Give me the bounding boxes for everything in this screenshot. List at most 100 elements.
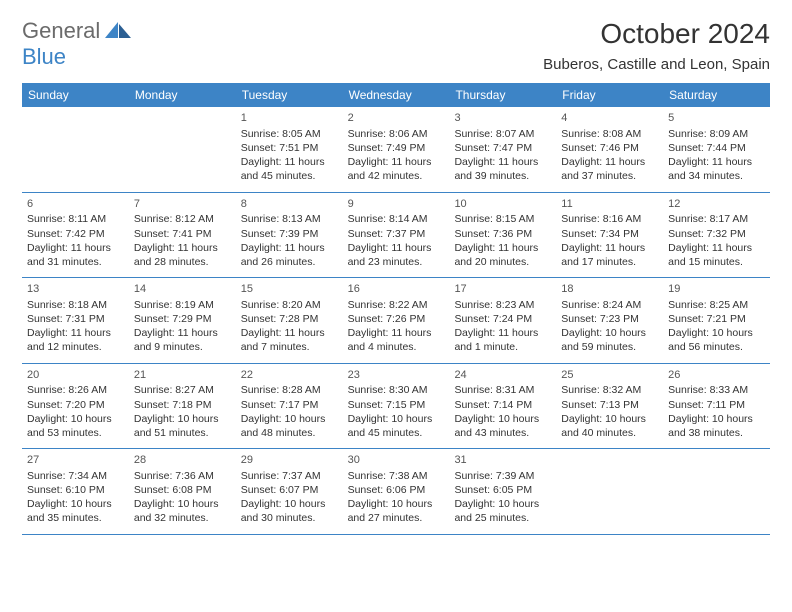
day-cell: 20Sunrise: 8:26 AMSunset: 7:20 PMDayligh… [22,364,129,449]
day-cell [556,449,663,534]
sunset-label: Sunset: 6:06 PM [348,483,445,497]
daylight-label: Daylight: 11 hours [241,241,338,255]
daylight-label: Daylight: 10 hours [454,497,551,511]
daylight-label: Daylight: 11 hours [27,241,124,255]
daylight-label: Daylight: 10 hours [561,326,658,340]
day-number: 8 [241,197,338,212]
daylight-label: Daylight: 10 hours [134,412,231,426]
day-number: 20 [27,368,124,383]
daylight-label: and 28 minutes. [134,255,231,269]
sunrise-label: Sunrise: 8:17 AM [668,212,765,226]
day-cell: 8Sunrise: 8:13 AMSunset: 7:39 PMDaylight… [236,193,343,278]
sunrise-label: Sunrise: 8:32 AM [561,383,658,397]
daylight-label: and 1 minute. [454,340,551,354]
day-number: 10 [454,197,551,212]
day-cell: 17Sunrise: 8:23 AMSunset: 7:24 PMDayligh… [449,278,556,363]
day-cell: 27Sunrise: 7:34 AMSunset: 6:10 PMDayligh… [22,449,129,534]
day-number: 7 [134,197,231,212]
sunrise-label: Sunrise: 8:14 AM [348,212,445,226]
sunrise-label: Sunrise: 8:13 AM [241,212,338,226]
sunrise-label: Sunrise: 8:31 AM [454,383,551,397]
day-cell: 24Sunrise: 8:31 AMSunset: 7:14 PMDayligh… [449,364,556,449]
sunset-label: Sunset: 7:29 PM [134,312,231,326]
day-cell: 23Sunrise: 8:30 AMSunset: 7:15 PMDayligh… [343,364,450,449]
day-cell: 2Sunrise: 8:06 AMSunset: 7:49 PMDaylight… [343,107,450,192]
sunrise-label: Sunrise: 8:09 AM [668,127,765,141]
day-number: 31 [454,453,551,468]
day-number: 24 [454,368,551,383]
day-header: Friday [556,83,663,107]
sunset-label: Sunset: 7:49 PM [348,141,445,155]
sunset-label: Sunset: 7:15 PM [348,398,445,412]
daylight-label: Daylight: 11 hours [134,326,231,340]
day-header: Monday [129,83,236,107]
day-cell: 1Sunrise: 8:05 AMSunset: 7:51 PMDaylight… [236,107,343,192]
daylight-label: and 7 minutes. [241,340,338,354]
daylight-label: and 20 minutes. [454,255,551,269]
sunrise-label: Sunrise: 8:12 AM [134,212,231,226]
day-number: 11 [561,197,658,212]
day-cell: 31Sunrise: 7:39 AMSunset: 6:05 PMDayligh… [449,449,556,534]
sunrise-label: Sunrise: 8:05 AM [241,127,338,141]
daylight-label: Daylight: 10 hours [241,412,338,426]
sunrise-label: Sunrise: 7:37 AM [241,469,338,483]
day-cell: 21Sunrise: 8:27 AMSunset: 7:18 PMDayligh… [129,364,236,449]
daylight-label: Daylight: 11 hours [27,326,124,340]
day-cell [663,449,770,534]
day-cell: 16Sunrise: 8:22 AMSunset: 7:26 PMDayligh… [343,278,450,363]
sunset-label: Sunset: 7:41 PM [134,227,231,241]
day-number: 1 [241,111,338,126]
day-number: 30 [348,453,445,468]
daylight-label: and 39 minutes. [454,169,551,183]
sunset-label: Sunset: 7:26 PM [348,312,445,326]
sunset-label: Sunset: 6:05 PM [454,483,551,497]
location-label: Buberos, Castille and Leon, Spain [543,56,770,73]
daylight-label: Daylight: 10 hours [561,412,658,426]
calendar: SundayMondayTuesdayWednesdayThursdayFrid… [22,83,770,535]
day-cell: 25Sunrise: 8:32 AMSunset: 7:13 PMDayligh… [556,364,663,449]
day-cell: 26Sunrise: 8:33 AMSunset: 7:11 PMDayligh… [663,364,770,449]
sunrise-label: Sunrise: 8:28 AM [241,383,338,397]
day-cell: 5Sunrise: 8:09 AMSunset: 7:44 PMDaylight… [663,107,770,192]
header: General Blue October 2024 Buberos, Casti… [22,18,770,73]
daylight-label: and 42 minutes. [348,169,445,183]
day-number: 13 [27,282,124,297]
day-cell: 7Sunrise: 8:12 AMSunset: 7:41 PMDaylight… [129,193,236,278]
day-number: 16 [348,282,445,297]
logo: General Blue [22,18,131,70]
day-number: 23 [348,368,445,383]
daylight-label: Daylight: 11 hours [241,326,338,340]
daylight-label: Daylight: 11 hours [348,241,445,255]
day-cell: 12Sunrise: 8:17 AMSunset: 7:32 PMDayligh… [663,193,770,278]
day-number: 22 [241,368,338,383]
sunset-label: Sunset: 6:10 PM [27,483,124,497]
day-number: 28 [134,453,231,468]
day-cell: 18Sunrise: 8:24 AMSunset: 7:23 PMDayligh… [556,278,663,363]
sunset-label: Sunset: 7:28 PM [241,312,338,326]
daylight-label: and 30 minutes. [241,511,338,525]
sunrise-label: Sunrise: 8:15 AM [454,212,551,226]
sunrise-label: Sunrise: 8:30 AM [348,383,445,397]
daylight-label: Daylight: 10 hours [241,497,338,511]
daylight-label: Daylight: 11 hours [454,155,551,169]
day-cell [22,107,129,192]
day-number: 26 [668,368,765,383]
sunrise-label: Sunrise: 8:06 AM [348,127,445,141]
daylight-label: and 34 minutes. [668,169,765,183]
daylight-label: Daylight: 11 hours [454,326,551,340]
sunrise-label: Sunrise: 8:27 AM [134,383,231,397]
day-header: Sunday [22,83,129,107]
daylight-label: and 26 minutes. [241,255,338,269]
daylight-label: and 48 minutes. [241,426,338,440]
sunset-label: Sunset: 7:37 PM [348,227,445,241]
title-block: October 2024 Buberos, Castille and Leon,… [543,18,770,73]
day-number: 15 [241,282,338,297]
daylight-label: Daylight: 11 hours [454,241,551,255]
sunset-label: Sunset: 7:13 PM [561,398,658,412]
sunrise-label: Sunrise: 8:26 AM [27,383,124,397]
day-number: 6 [27,197,124,212]
day-cell: 4Sunrise: 8:08 AMSunset: 7:46 PMDaylight… [556,107,663,192]
sunrise-label: Sunrise: 8:08 AM [561,127,658,141]
sunset-label: Sunset: 7:32 PM [668,227,765,241]
sunset-label: Sunset: 7:44 PM [668,141,765,155]
